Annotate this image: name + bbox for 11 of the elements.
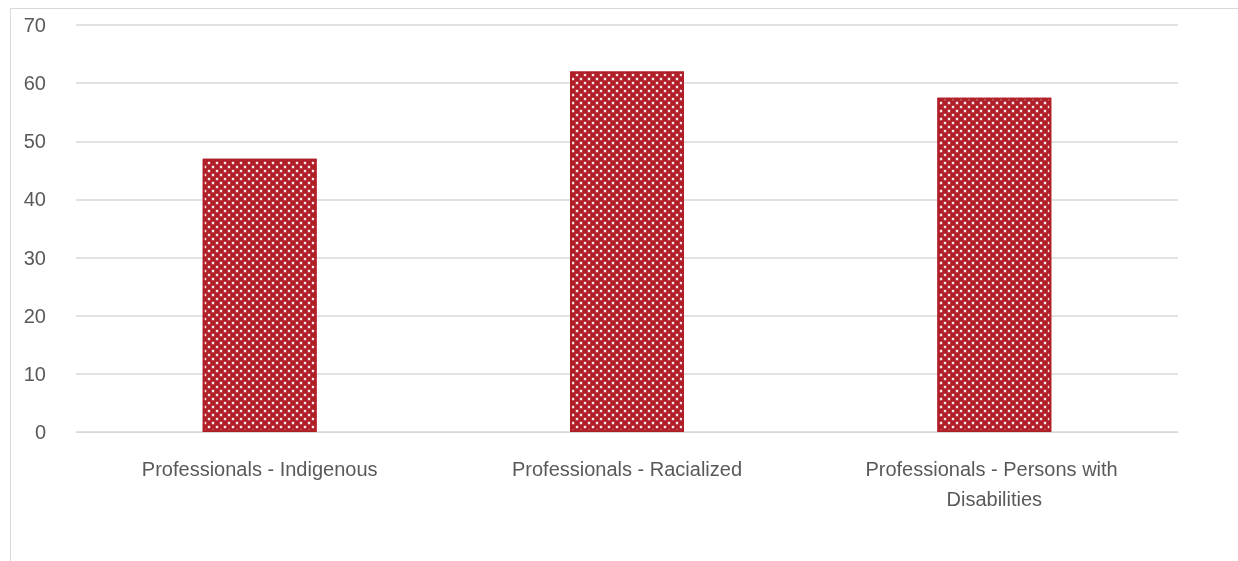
- y-tick-label: 60: [23, 72, 46, 95]
- x-tick-label: Professionals - Persons with Disabilities: [865, 458, 1124, 510]
- y-tick-label: 30: [23, 246, 46, 269]
- y-tick-label: 20: [23, 304, 46, 327]
- x-tick-label: Professionals - Racialized: [511, 458, 743, 480]
- x-tick-label: Professionals - Indigenous: [141, 458, 378, 480]
- y-tick-label: 40: [23, 188, 46, 211]
- y-tick-label: 0: [34, 421, 46, 443]
- y-tick-label: 50: [23, 130, 46, 153]
- y-tick-label: 10: [23, 362, 46, 385]
- y-tick-label: 70: [23, 14, 46, 36]
